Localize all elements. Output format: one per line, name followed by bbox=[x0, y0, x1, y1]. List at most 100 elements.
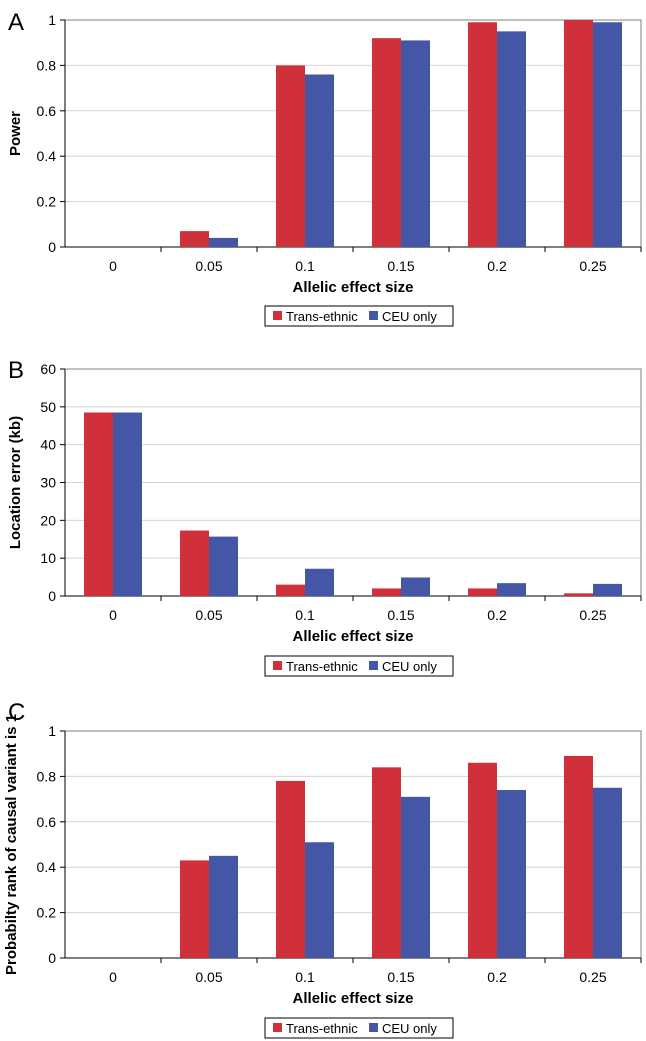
panel-c-bar-ceu-only-3 bbox=[401, 796, 430, 958]
panel-b-bar-trans-ethnic-0 bbox=[84, 412, 113, 596]
panel-b-bar-ceu-only-0 bbox=[113, 412, 142, 596]
panel-c-legend: Trans-ethnic CEU only bbox=[264, 1017, 454, 1039]
panel-a-bar-trans-ethnic-3 bbox=[372, 38, 401, 247]
panel-c-bar-trans-ethnic-2 bbox=[276, 780, 305, 958]
panel-c-y-tick-label: 0 bbox=[48, 950, 56, 966]
panel-c-legend-box bbox=[264, 1017, 454, 1039]
panel-c-bar-trans-ethnic-5 bbox=[564, 755, 593, 958]
panel-b-legend: Trans-ethnic CEU only bbox=[264, 655, 454, 677]
panel-b-y-tick-label: 10 bbox=[40, 550, 56, 566]
panel-c-bar-ceu-only-1 bbox=[209, 855, 238, 958]
panel-a-y-tick-label: 0.4 bbox=[37, 148, 57, 164]
panel-a-y-tick-label: 0.2 bbox=[37, 194, 57, 210]
panel-c-x-tick-label: 0 bbox=[109, 969, 117, 985]
panel-a-legend-swatch-ceu-only bbox=[369, 311, 378, 320]
panel-c-bar-trans-ethnic-1 bbox=[180, 860, 209, 958]
panel-c-x-tick-label: 0.2 bbox=[487, 969, 507, 985]
panel-a-y-tick-label: 0.6 bbox=[37, 103, 57, 119]
panel-b-legend-swatch-trans-ethnic bbox=[273, 661, 282, 670]
panel-b-bar-ceu-only-3 bbox=[401, 577, 430, 596]
panel-b-x-axis-title: Allelic effect size bbox=[293, 628, 414, 645]
panel-b-y-tick-label: 20 bbox=[40, 512, 56, 528]
panel-a-y-tick-label: 1 bbox=[48, 12, 56, 28]
panel-c: C 0 0.2 0.4 0.6 0.8 1 0 0.05 0.1 0.15 0.2 0.25 Alleli… bbox=[3, 699, 642, 1039]
panel-c-legend-swatch-ceu-only bbox=[369, 1023, 378, 1032]
panel-a-letter: A bbox=[8, 9, 24, 36]
panel-c-x-tick-label: 0.1 bbox=[295, 969, 315, 985]
panel-c-bar-trans-ethnic-4 bbox=[468, 762, 497, 958]
panel-b-y-tick-label: 30 bbox=[40, 475, 56, 491]
panel-a-bar-ceu-only-2 bbox=[305, 74, 334, 247]
panel-b-y-axis-title: Location error (kb) bbox=[7, 416, 24, 549]
panel-b-legend-label-ceu-only: CEU only bbox=[382, 659, 437, 674]
panel-c-bar-ceu-only-4 bbox=[497, 790, 526, 958]
panel-c-y-tick-label: 1 bbox=[48, 723, 56, 739]
panel-b-y-tick-label: 50 bbox=[40, 399, 56, 415]
panel-a-y-tick-label: 0 bbox=[48, 239, 56, 255]
panel-b-x-tick-label: 0.1 bbox=[295, 607, 315, 623]
panel-a-bar-ceu-only-1 bbox=[209, 237, 238, 247]
panel-a-x-tick-label: 0.25 bbox=[579, 258, 606, 274]
panel-a-y-axis-title: Power bbox=[7, 111, 24, 156]
panel-c-y-axis-title: Probabilty rank of causal variant is 1 bbox=[3, 714, 20, 975]
panel-b-legend-box bbox=[264, 655, 454, 677]
panel-c-y-tick-label: 0.4 bbox=[37, 859, 57, 875]
panel-b-x-tick-label: 0.05 bbox=[195, 607, 222, 623]
panel-b: B 0 10 20 30 40 50 60 0 0.05 0.1 0.15 0.2 0.25 Allelic… bbox=[7, 357, 642, 677]
panel-b-bar-ceu-only-2 bbox=[305, 568, 334, 596]
panel-b-legend-label-trans-ethnic: Trans-ethnic bbox=[286, 659, 358, 674]
panel-b-letter: B bbox=[8, 357, 24, 384]
panel-c-x-tick-label: 0.25 bbox=[579, 969, 606, 985]
panel-a-legend-label-ceu-only: CEU only bbox=[382, 309, 437, 324]
panel-a-legend-box bbox=[264, 305, 454, 327]
panel-a-bar-ceu-only-3 bbox=[401, 40, 430, 248]
panel-b-x-tick-label: 0 bbox=[109, 607, 117, 623]
panel-b-bar-trans-ethnic-3 bbox=[372, 588, 401, 596]
panel-c-plot-area bbox=[64, 730, 642, 959]
panel-a-legend: Trans-ethnic CEU only bbox=[264, 305, 454, 327]
panel-c-bar-ceu-only-2 bbox=[305, 842, 334, 958]
panel-b-bar-ceu-only-1 bbox=[209, 536, 238, 596]
panel-c-y-tick-label: 0.8 bbox=[37, 768, 57, 784]
panel-b-x-tick-label: 0.2 bbox=[487, 607, 507, 623]
panel-b-y-tick-label: 40 bbox=[40, 437, 56, 453]
panel-a-x-tick-label: 0.05 bbox=[195, 258, 222, 274]
panel-a-x-tick-label: 0.2 bbox=[487, 258, 507, 274]
panel-a: A 0 0.2 0.4 0.6 0.8 1 0 0.05 0.1 0.15 0.2 0.25 Alleli… bbox=[7, 9, 642, 327]
panel-a-y-tick-label: 0.8 bbox=[37, 57, 57, 73]
panel-c-x-tick-label: 0.05 bbox=[195, 969, 222, 985]
panel-c-letter: C bbox=[8, 699, 25, 726]
panel-c-legend-label-ceu-only: CEU only bbox=[382, 1021, 437, 1036]
panel-c-legend-label-trans-ethnic: Trans-ethnic bbox=[286, 1021, 358, 1036]
panel-b-bar-trans-ethnic-2 bbox=[276, 584, 305, 596]
panel-b-bar-ceu-only-5 bbox=[593, 583, 622, 596]
panel-b-bar-ceu-only-4 bbox=[497, 583, 526, 596]
panel-c-legend-swatch-trans-ethnic bbox=[273, 1023, 282, 1032]
panel-b-y-tick-label: 60 bbox=[40, 361, 56, 377]
panel-a-bar-trans-ethnic-1 bbox=[180, 231, 209, 247]
panel-c-x-tick-label: 0.15 bbox=[387, 969, 414, 985]
panel-a-bar-ceu-only-4 bbox=[497, 31, 526, 247]
panel-a-bar-trans-ethnic-4 bbox=[468, 22, 497, 247]
panel-b-bar-trans-ethnic-4 bbox=[468, 588, 497, 596]
panel-b-bar-trans-ethnic-1 bbox=[180, 530, 209, 596]
panel-a-x-tick-label: 0.1 bbox=[295, 258, 315, 274]
panel-a-bar-trans-ethnic-5 bbox=[564, 20, 593, 247]
panel-a-legend-label-trans-ethnic: Trans-ethnic bbox=[286, 309, 358, 324]
panel-b-x-tick-label: 0.15 bbox=[387, 607, 414, 623]
panel-a-bar-trans-ethnic-2 bbox=[276, 65, 305, 248]
panel-b-legend-swatch-ceu-only bbox=[369, 661, 378, 670]
panel-b-bar-trans-ethnic-5 bbox=[564, 593, 593, 596]
panel-a-x-tick-label: 0 bbox=[109, 258, 117, 274]
panel-a-legend-swatch-trans-ethnic bbox=[273, 311, 282, 320]
panel-a-x-axis-title: Allelic effect size bbox=[293, 279, 414, 296]
panel-c-y-tick-label: 0.6 bbox=[37, 814, 57, 830]
panel-a-bar-ceu-only-5 bbox=[593, 22, 622, 247]
panel-c-x-axis-title: Allelic effect size bbox=[293, 990, 414, 1007]
panel-c-y-tick-label: 0.2 bbox=[37, 905, 57, 921]
panel-a-x-tick-label: 0.15 bbox=[387, 258, 414, 274]
panel-a-plot-area bbox=[64, 19, 642, 248]
panel-c-bar-trans-ethnic-3 bbox=[372, 767, 401, 958]
panel-c-bar-ceu-only-5 bbox=[593, 787, 622, 958]
